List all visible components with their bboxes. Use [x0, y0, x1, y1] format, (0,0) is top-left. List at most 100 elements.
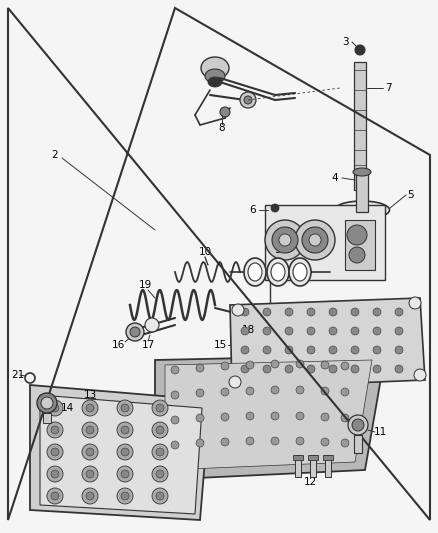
Circle shape [86, 448, 94, 456]
Text: 3: 3 [342, 37, 348, 47]
Circle shape [171, 441, 179, 449]
Circle shape [296, 360, 304, 368]
Bar [354, 62, 366, 190]
Circle shape [171, 391, 179, 399]
Circle shape [152, 422, 168, 438]
Circle shape [156, 470, 164, 478]
Circle shape [47, 444, 63, 460]
Circle shape [302, 227, 328, 253]
Ellipse shape [248, 263, 262, 281]
Circle shape [51, 404, 59, 412]
Ellipse shape [267, 258, 289, 286]
Polygon shape [230, 298, 425, 388]
Circle shape [321, 413, 329, 421]
Circle shape [244, 96, 252, 104]
Circle shape [341, 388, 349, 396]
Circle shape [348, 415, 368, 435]
Circle shape [82, 488, 98, 504]
Bar [310, 455, 316, 477]
Circle shape [241, 308, 249, 316]
Circle shape [121, 492, 129, 500]
Text: 9: 9 [275, 245, 281, 255]
Circle shape [307, 365, 315, 373]
Circle shape [126, 323, 144, 341]
Circle shape [329, 308, 337, 316]
Bar [237, 346, 243, 358]
Ellipse shape [335, 201, 389, 219]
Circle shape [51, 448, 59, 456]
Circle shape [373, 327, 381, 335]
Circle shape [329, 327, 337, 335]
Circle shape [321, 387, 329, 395]
Ellipse shape [289, 258, 311, 286]
Text: 4: 4 [332, 173, 338, 183]
Circle shape [196, 439, 204, 447]
Circle shape [263, 327, 271, 335]
Circle shape [156, 492, 164, 500]
Circle shape [86, 426, 94, 434]
Circle shape [171, 416, 179, 424]
Circle shape [121, 404, 129, 412]
Text: 13: 13 [83, 390, 97, 400]
Circle shape [152, 400, 168, 416]
Text: 10: 10 [198, 247, 212, 257]
Circle shape [279, 234, 291, 246]
Bar [354, 435, 362, 453]
Circle shape [117, 444, 133, 460]
Circle shape [395, 308, 403, 316]
Circle shape [152, 444, 168, 460]
Circle shape [373, 308, 381, 316]
Circle shape [246, 361, 254, 369]
Circle shape [263, 308, 271, 316]
Circle shape [117, 488, 133, 504]
Circle shape [86, 470, 94, 478]
Circle shape [121, 448, 129, 456]
Circle shape [232, 304, 244, 316]
Circle shape [220, 107, 230, 117]
Circle shape [329, 365, 337, 373]
Circle shape [296, 437, 304, 445]
Ellipse shape [208, 77, 222, 87]
Circle shape [229, 376, 241, 388]
Circle shape [246, 437, 254, 445]
Circle shape [51, 492, 59, 500]
Circle shape [152, 466, 168, 482]
Circle shape [329, 346, 337, 354]
Text: 18: 18 [241, 325, 254, 335]
Text: 17: 17 [141, 340, 155, 350]
Circle shape [196, 414, 204, 422]
Circle shape [271, 360, 279, 368]
Circle shape [271, 204, 279, 212]
Circle shape [309, 234, 321, 246]
Text: 16: 16 [111, 340, 125, 350]
Circle shape [321, 361, 329, 369]
Circle shape [295, 220, 335, 260]
Circle shape [121, 426, 129, 434]
Ellipse shape [293, 263, 307, 281]
Bar [325, 455, 331, 477]
Circle shape [196, 389, 204, 397]
Ellipse shape [205, 69, 225, 83]
Ellipse shape [271, 263, 285, 281]
Circle shape [395, 346, 403, 354]
Circle shape [263, 365, 271, 373]
Circle shape [341, 414, 349, 422]
Circle shape [352, 419, 364, 431]
Bar [356, 170, 368, 212]
Text: 15: 15 [213, 340, 226, 350]
Circle shape [355, 45, 365, 55]
Circle shape [47, 422, 63, 438]
Circle shape [307, 308, 315, 316]
Circle shape [321, 438, 329, 446]
Circle shape [121, 470, 129, 478]
Circle shape [47, 488, 63, 504]
Polygon shape [165, 360, 372, 470]
Circle shape [395, 327, 403, 335]
Ellipse shape [244, 258, 266, 286]
Text: 7: 7 [385, 83, 391, 93]
Circle shape [37, 393, 57, 413]
Circle shape [351, 308, 359, 316]
Circle shape [51, 470, 59, 478]
Circle shape [221, 413, 229, 421]
Circle shape [349, 247, 365, 263]
